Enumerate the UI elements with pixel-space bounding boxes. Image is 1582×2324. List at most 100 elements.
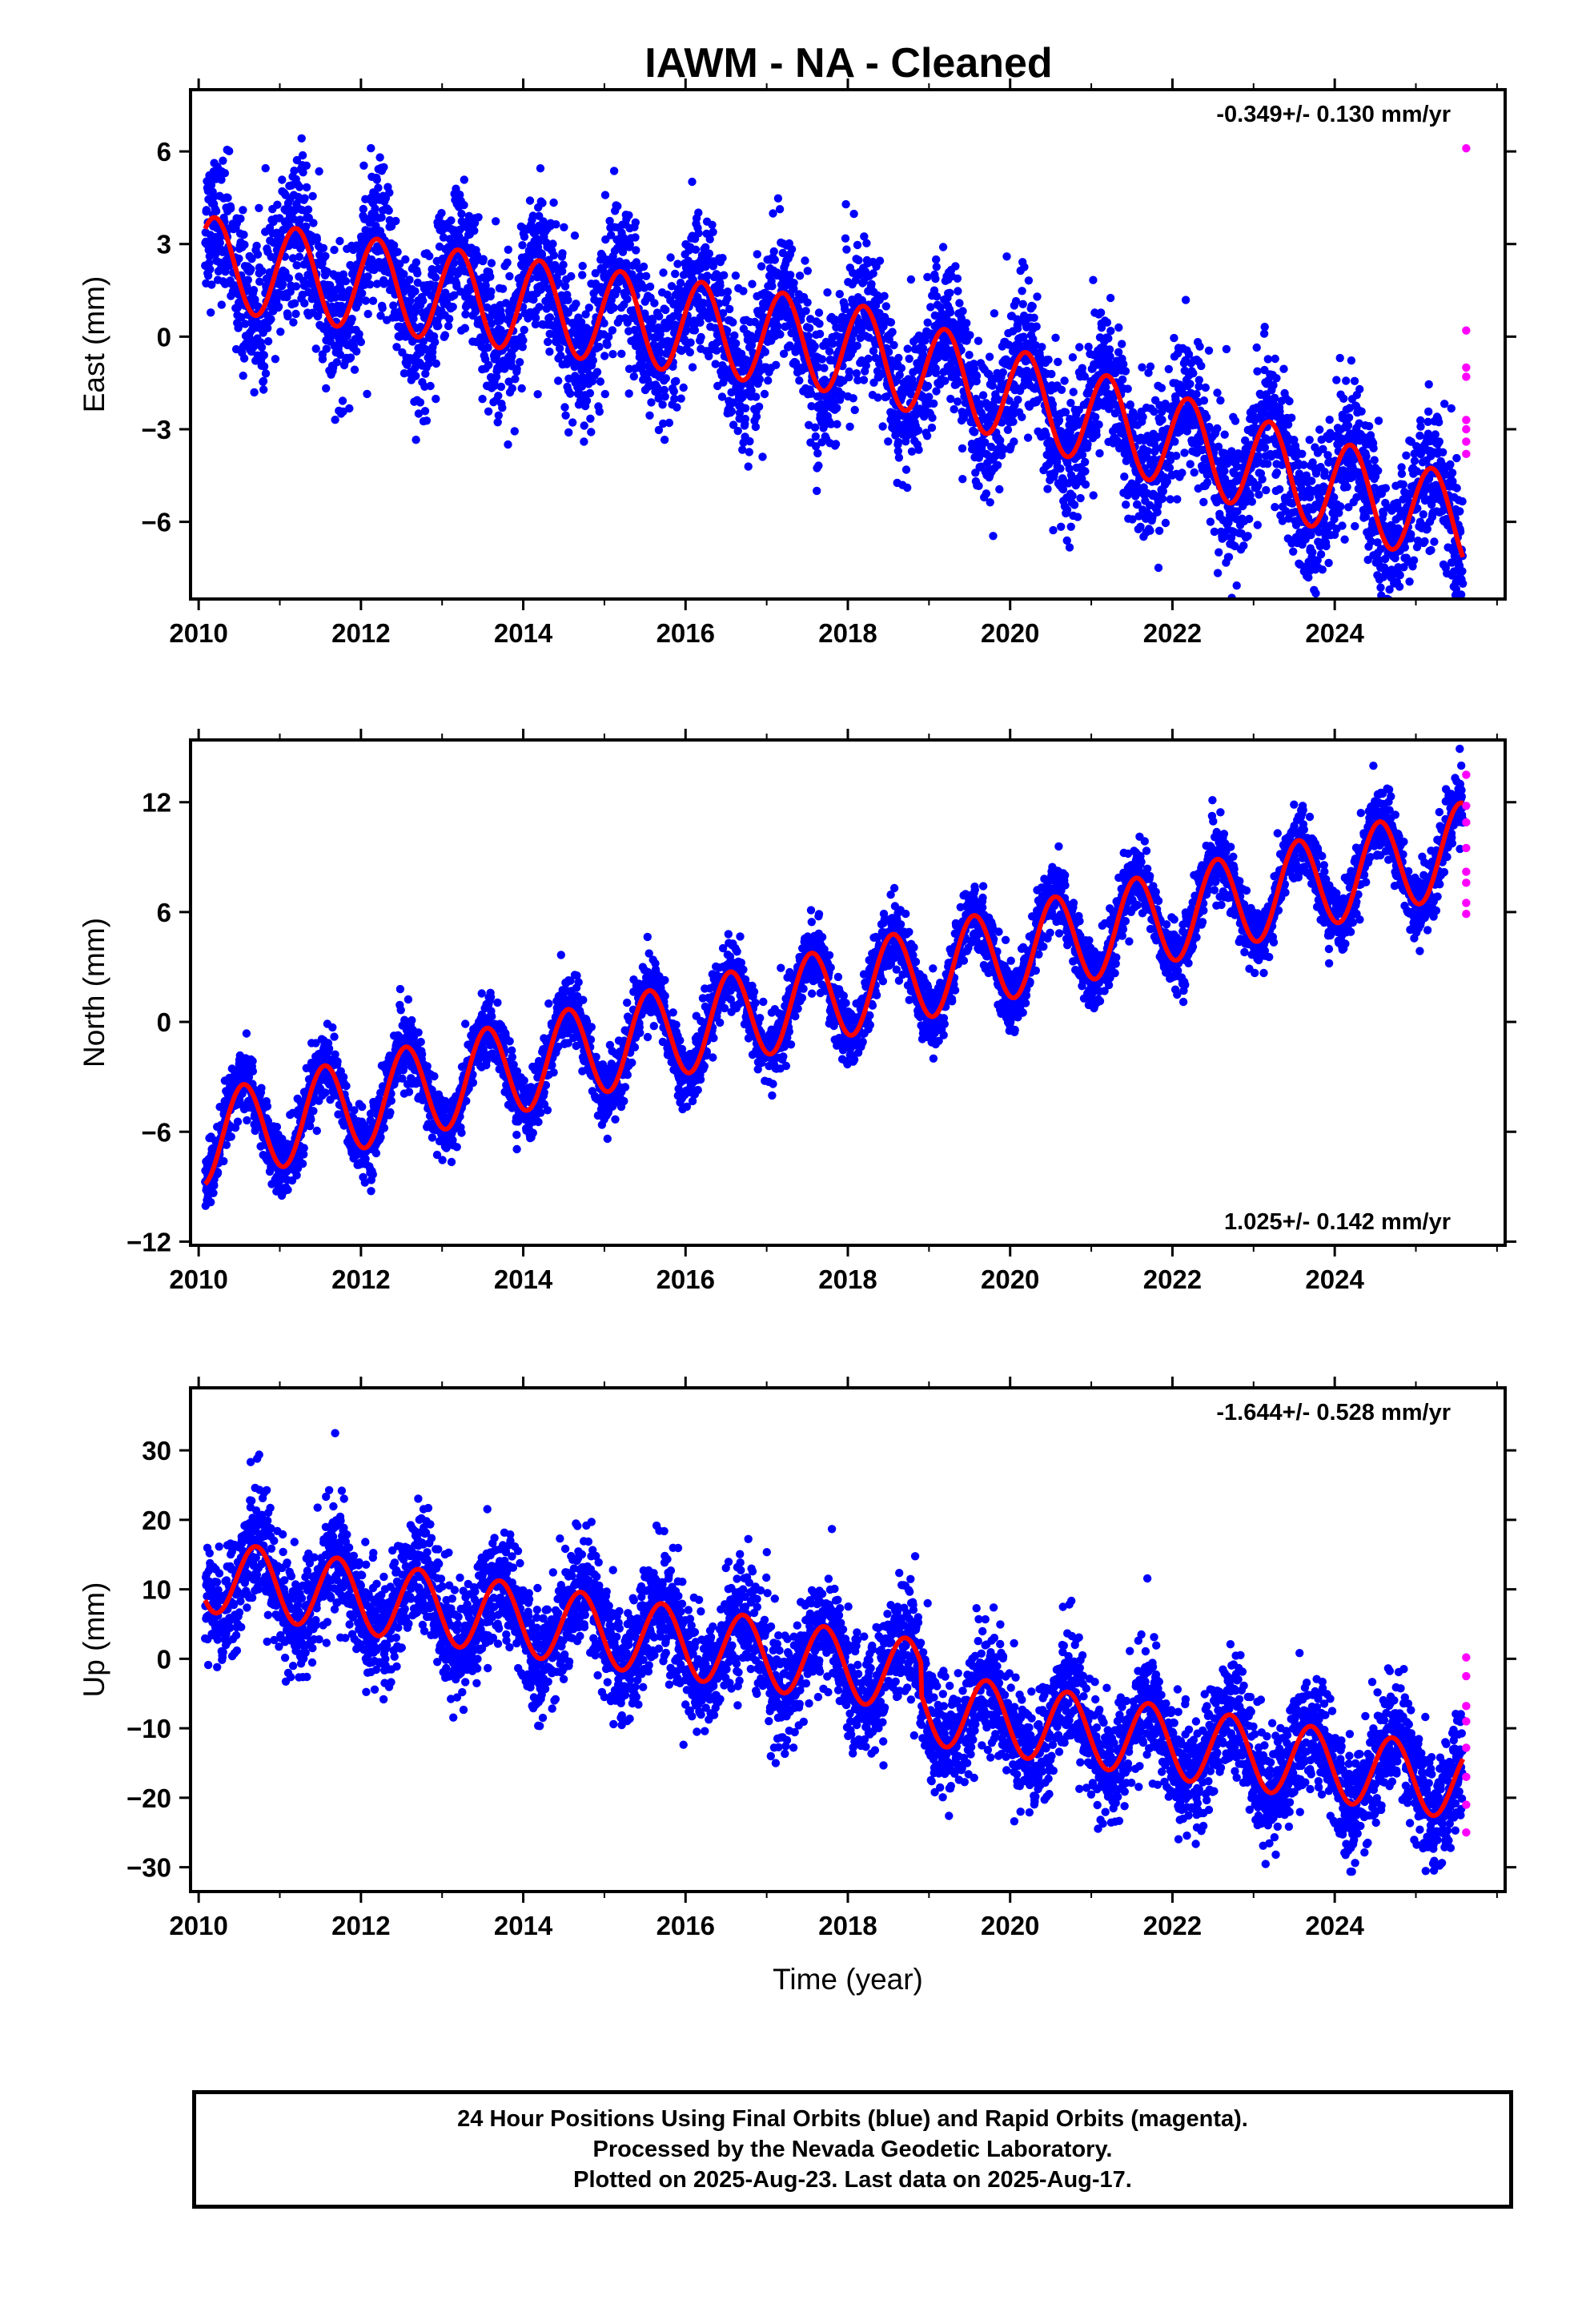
final-orbit-point	[946, 308, 955, 317]
final-orbit-point	[1154, 526, 1164, 535]
final-orbit-point	[1340, 535, 1349, 544]
final-orbit-point	[1203, 413, 1211, 422]
final-orbit-point	[998, 368, 1008, 377]
final-orbit-point	[645, 282, 655, 292]
final-orbit-point	[801, 307, 810, 316]
final-orbit-point	[534, 238, 543, 247]
final-orbit-point	[820, 364, 829, 372]
final-orbit-point	[1158, 416, 1166, 424]
final-orbit-point	[239, 354, 249, 363]
final-orbit-point	[842, 245, 851, 254]
final-orbit-point	[273, 200, 282, 209]
final-orbit-point	[1178, 468, 1186, 477]
final-orbit-point	[240, 240, 249, 249]
final-orbit-point	[392, 343, 401, 352]
final-orbit-point	[600, 191, 610, 199]
final-orbit-point	[258, 267, 267, 275]
final-orbit-point	[367, 143, 375, 153]
final-orbit-point	[1324, 558, 1333, 568]
final-orbit-point	[456, 191, 464, 199]
final-orbit-point	[914, 445, 923, 454]
final-orbit-point	[400, 270, 408, 279]
final-orbit-point	[520, 325, 528, 335]
final-orbit-point	[965, 351, 974, 360]
final-orbit-point	[494, 392, 503, 400]
final-orbit-point	[1320, 468, 1329, 476]
final-orbit-point	[580, 437, 588, 446]
final-orbit-point	[813, 448, 822, 458]
final-orbit-point	[1252, 343, 1261, 352]
final-orbit-point	[412, 372, 420, 380]
final-orbit-point	[849, 209, 858, 219]
final-orbit-point	[1271, 354, 1279, 364]
final-orbit-point	[748, 279, 757, 288]
final-orbit-point	[958, 475, 967, 484]
final-orbit-point	[215, 239, 224, 247]
final-orbit-point	[403, 360, 412, 369]
final-orbit-point	[545, 348, 554, 356]
final-orbit-point	[505, 271, 514, 281]
final-orbit-point	[667, 282, 677, 291]
final-orbit-point	[669, 312, 678, 321]
final-orbit-point	[1357, 407, 1366, 416]
final-orbit-point	[494, 411, 503, 420]
final-orbit-point	[292, 155, 302, 165]
final-orbit-point	[673, 403, 681, 412]
final-orbit-point	[752, 412, 761, 421]
final-orbit-point	[603, 340, 612, 349]
final-orbit-point	[612, 285, 621, 294]
final-orbit-point	[953, 397, 962, 406]
final-orbit-point	[359, 204, 367, 214]
final-orbit-point	[470, 226, 479, 235]
final-orbit-point	[1146, 362, 1155, 371]
final-orbit-point	[654, 425, 664, 435]
final-orbit-point	[903, 483, 912, 493]
final-orbit-point	[648, 316, 657, 326]
final-orbit-point	[757, 262, 766, 271]
final-orbit-point	[854, 255, 863, 265]
final-orbit-point	[1170, 333, 1178, 343]
final-orbit-point	[440, 331, 450, 340]
final-orbit-point	[396, 259, 404, 268]
final-orbit-point	[434, 321, 443, 331]
final-orbit-point	[250, 388, 259, 397]
final-orbit-point	[1262, 485, 1271, 495]
final-orbit-point	[372, 175, 381, 184]
final-orbit-point	[1118, 375, 1127, 384]
final-orbit-point	[504, 377, 513, 386]
final-orbit-point	[323, 267, 331, 276]
final-orbit-point	[393, 247, 402, 256]
final-orbit-point	[1325, 416, 1334, 424]
final-orbit-point	[203, 271, 213, 280]
final-orbit-point	[1121, 367, 1130, 376]
final-orbit-point	[753, 250, 761, 259]
final-orbit-point	[361, 296, 371, 305]
final-orbit-point	[484, 343, 492, 352]
final-orbit-point	[1231, 416, 1240, 425]
final-orbit-point	[950, 404, 958, 414]
final-orbit-point	[1018, 300, 1027, 308]
final-orbit-point	[1232, 581, 1241, 590]
final-orbit-point	[309, 219, 318, 227]
final-orbit-point	[566, 389, 575, 398]
final-orbit-point	[479, 255, 488, 263]
final-orbit-point	[666, 253, 675, 262]
final-orbit-point	[1084, 342, 1093, 352]
final-orbit-point	[548, 239, 557, 248]
final-orbit-point	[733, 426, 742, 436]
final-orbit-point	[448, 303, 457, 312]
final-orbit-point	[608, 350, 617, 359]
final-orbit-point	[1190, 468, 1199, 477]
final-orbit-point	[1018, 287, 1026, 296]
final-orbit-point	[252, 241, 261, 251]
final-orbit-point	[661, 305, 670, 315]
final-orbit-point	[432, 359, 440, 368]
final-orbit-point	[1343, 421, 1353, 430]
final-orbit-point	[928, 413, 937, 422]
final-orbit-point	[1201, 383, 1211, 392]
final-orbit-point	[795, 376, 804, 385]
final-orbit-point	[460, 200, 468, 210]
final-orbit-point	[1322, 541, 1331, 551]
final-orbit-point	[638, 362, 647, 371]
final-orbit-point	[449, 259, 459, 267]
